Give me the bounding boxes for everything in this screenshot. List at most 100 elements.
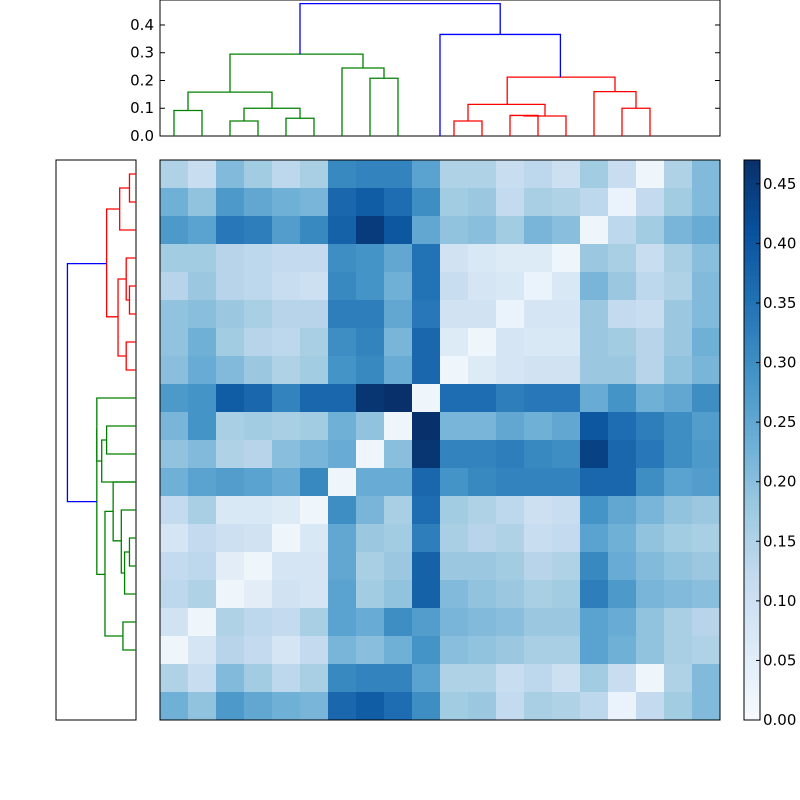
heatmap-cell (160, 272, 189, 301)
heatmap-cell (412, 552, 441, 581)
heatmap-cell (384, 384, 413, 413)
colorbar-segment (744, 490, 760, 496)
heatmap-cell (524, 244, 553, 273)
heatmap-cell (356, 356, 385, 385)
heatmap-cell (384, 496, 413, 525)
top-dendrogram-link (173, 109, 203, 136)
heatmap-cell (272, 636, 301, 665)
heatmap-cell (272, 160, 301, 189)
heatmap-cell (412, 272, 441, 301)
heatmap-cell (692, 664, 721, 693)
heatmap-cell (552, 328, 581, 357)
heatmap-cell (608, 188, 637, 217)
heatmap-cell (496, 412, 525, 441)
heatmap-cell (244, 440, 273, 469)
heatmap-cell (496, 608, 525, 637)
heatmap-cell (552, 692, 581, 721)
heatmap-cell (300, 272, 329, 301)
heatmap-cell (552, 496, 581, 525)
heatmap-cell (244, 412, 273, 441)
heatmap-cell (608, 300, 637, 329)
heatmap-cell (412, 636, 441, 665)
heatmap-cell (496, 496, 525, 525)
heatmap-cell (328, 412, 357, 441)
heatmap-cell (496, 552, 525, 581)
heatmap-cell (160, 412, 189, 441)
heatmap-cell (524, 384, 553, 413)
colorbar-segment (744, 625, 760, 631)
heatmap-cell (188, 272, 217, 301)
heatmap-cell (608, 244, 637, 273)
heatmap-cell (692, 216, 721, 245)
colorbar-segment (744, 565, 760, 571)
colorbar-segment (744, 600, 760, 606)
heatmap-cell (300, 440, 329, 469)
heatmap-cell (244, 216, 273, 245)
heatmap-cell (664, 468, 693, 497)
heatmap-cell (580, 440, 609, 469)
heatmap-cell (496, 664, 525, 693)
heatmap-cell (580, 580, 609, 609)
heatmap-cell (160, 524, 189, 553)
heatmap-cell (580, 608, 609, 637)
heatmap-cell (300, 692, 329, 721)
heatmap-cell (664, 608, 693, 637)
heatmap-cell (216, 496, 245, 525)
heatmap-cell (384, 440, 413, 469)
heatmap-cell (384, 524, 413, 553)
heatmap-cell (272, 692, 301, 721)
heatmap-cell (216, 580, 245, 609)
heatmap-cell (160, 580, 189, 609)
top-dendrogram-tick-label: 0.3 (130, 44, 154, 62)
colorbar-segment (744, 455, 760, 461)
heatmap-cell (328, 580, 357, 609)
colorbar-segment (744, 705, 760, 711)
heatmap-cell (580, 216, 609, 245)
heatmap-cell (188, 664, 217, 693)
colorbar-segment (744, 710, 760, 716)
heatmap-cell (468, 412, 497, 441)
heatmap-cell (664, 300, 693, 329)
heatmap-cell (188, 328, 217, 357)
heatmap-cell (216, 468, 245, 497)
heatmap-cell (524, 552, 553, 581)
colorbar-segment (744, 400, 760, 406)
heatmap-cell (384, 328, 413, 357)
heatmap-cell (524, 188, 553, 217)
heatmap-cell (188, 356, 217, 385)
heatmap-cell (524, 328, 553, 357)
colorbar-segment (744, 685, 760, 691)
heatmap-cell (160, 692, 189, 721)
colorbar-segment (744, 670, 760, 676)
heatmap-cell (664, 440, 693, 469)
heatmap-cell (692, 300, 721, 329)
heatmap-cell (412, 188, 441, 217)
heatmap-cell (384, 160, 413, 189)
colorbar-segment (744, 390, 760, 396)
heatmap-cell (384, 188, 413, 217)
heatmap-cell (524, 412, 553, 441)
heatmap-cell (636, 384, 665, 413)
heatmap-cell (356, 272, 385, 301)
heatmap-cell (160, 244, 189, 273)
heatmap-cell (608, 664, 637, 693)
colorbar-segment (744, 190, 760, 196)
heatmap-cell (216, 244, 245, 273)
heatmap-cell (608, 636, 637, 665)
heatmap-cell (356, 496, 385, 525)
heatmap-cell (440, 664, 469, 693)
heatmap-cell (636, 692, 665, 721)
heatmap-cell (440, 384, 469, 413)
top-dendrogram-tick-label: 0.1 (130, 99, 154, 117)
heatmap-cell (496, 160, 525, 189)
colorbar-segment (744, 300, 760, 306)
colorbar-segment (744, 235, 760, 241)
colorbar-segment (744, 365, 760, 371)
heatmap-cell (216, 664, 245, 693)
heatmap-cell (216, 160, 245, 189)
heatmap-cell (160, 496, 189, 525)
heatmap-cell (524, 496, 553, 525)
top-dendrogram-link (285, 117, 315, 136)
colorbar-tick-label: 0.10 (763, 592, 796, 610)
heatmap-cell (608, 384, 637, 413)
